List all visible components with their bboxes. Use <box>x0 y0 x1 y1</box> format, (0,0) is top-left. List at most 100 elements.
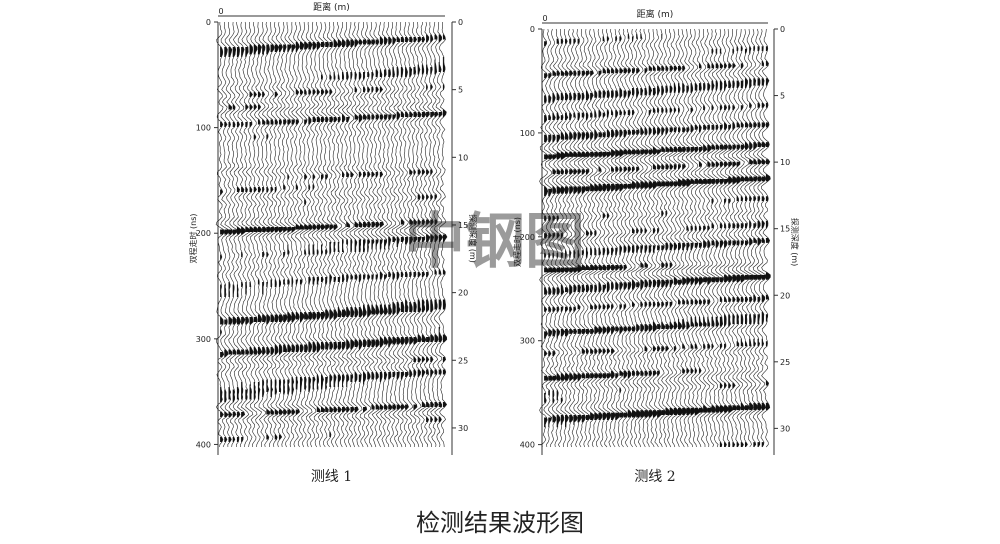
trace-fill <box>648 65 654 418</box>
trace-line <box>698 28 708 447</box>
trace-fill <box>548 73 553 428</box>
trace-fill <box>396 37 401 410</box>
trace-line <box>287 21 297 448</box>
trace-fill <box>715 48 721 413</box>
trace-line <box>731 28 742 448</box>
trace-line <box>266 21 276 448</box>
trace-line <box>719 28 729 448</box>
trace-line <box>677 28 688 448</box>
trace-fill <box>287 44 292 415</box>
trace-fill <box>409 37 414 377</box>
trace-line <box>551 28 562 448</box>
right-tick-label: 10 <box>458 153 468 162</box>
trace-line <box>576 28 587 448</box>
trace-fill <box>732 48 737 447</box>
right-tick-label: 10 <box>780 158 790 167</box>
trace-line <box>438 21 448 448</box>
trace-line <box>744 28 755 448</box>
trace-line <box>547 28 558 448</box>
trace-fill <box>594 90 599 420</box>
trace-fill <box>308 42 313 392</box>
trace-line <box>706 28 717 448</box>
top-axis-label: 距离 (m) <box>313 1 350 13</box>
right-tick-label: 30 <box>458 424 468 433</box>
trace-line <box>328 21 339 448</box>
trace-fill <box>552 70 557 423</box>
trace-line <box>408 22 418 448</box>
trace-line <box>702 28 713 448</box>
trace-line <box>425 21 435 448</box>
trace-fill <box>761 46 767 447</box>
trace-fill <box>320 42 326 412</box>
trace-line <box>752 28 763 448</box>
trace-line <box>631 28 641 448</box>
trace-line <box>400 21 409 448</box>
trace-fill <box>417 37 422 377</box>
trace-line <box>589 28 600 448</box>
trace-line <box>366 21 376 448</box>
trace-fill <box>682 65 687 416</box>
trace-fill <box>627 33 633 418</box>
trace-fill <box>556 38 562 428</box>
trace-fill <box>698 63 704 413</box>
trace-line <box>290 21 301 448</box>
wiggle-traces <box>539 28 771 448</box>
trace-line <box>358 21 368 448</box>
trace-line <box>652 28 662 448</box>
panel-caption: 测线 2 <box>634 469 675 485</box>
trace-line <box>324 22 334 448</box>
right-tick-label: 15 <box>458 221 468 230</box>
trace-line <box>345 22 355 448</box>
trace-fill <box>615 36 620 421</box>
trace-line <box>249 21 259 448</box>
trace-fill <box>619 36 624 418</box>
trace-fill <box>673 65 679 416</box>
trace-line <box>715 28 725 448</box>
trace-fill <box>270 44 276 415</box>
trace-line <box>761 28 771 448</box>
trace-fill <box>342 39 347 412</box>
trace-fill <box>694 83 700 415</box>
trace-fill <box>283 44 288 415</box>
trace-fill <box>379 37 384 410</box>
trace-line <box>556 29 566 448</box>
trace-line <box>610 28 621 448</box>
trace-fill <box>753 46 758 447</box>
left-tick-label: 100 <box>196 124 211 133</box>
trace-fill <box>569 38 574 423</box>
trace-line <box>689 28 700 448</box>
trace-fill <box>611 68 616 421</box>
trace-fill <box>544 41 549 428</box>
trace-line <box>353 21 363 448</box>
trace-fill <box>602 36 608 421</box>
trace-line <box>560 28 570 448</box>
right-tick-label: 30 <box>780 424 790 433</box>
trace-line <box>370 21 380 448</box>
trace-fill <box>266 44 271 440</box>
trace-line <box>295 21 305 448</box>
trace-fill <box>333 39 338 412</box>
trace-fill <box>426 34 430 422</box>
figure-title: 检测结果波形图 <box>416 509 584 537</box>
trace-fill <box>392 37 397 410</box>
trace-line <box>391 21 402 448</box>
trace-fill <box>278 44 284 440</box>
trace-fill <box>560 38 566 425</box>
trace-line <box>685 28 696 448</box>
trace-fill <box>757 46 763 447</box>
left-tick-label: 0 <box>530 25 535 34</box>
trace-line <box>349 21 360 448</box>
trace-line <box>664 29 675 448</box>
trace-line <box>278 21 288 448</box>
right-tick-label: 15 <box>780 225 790 234</box>
trace-fill <box>405 37 409 410</box>
trace-line <box>581 28 591 448</box>
left-tick-label: 300 <box>520 337 535 346</box>
trace-line <box>593 28 604 448</box>
trace-fill <box>316 42 321 412</box>
trace-line <box>232 21 242 448</box>
trace-fill <box>421 37 427 407</box>
panel-caption: 测线 1 <box>311 469 352 485</box>
trace-line <box>215 21 225 448</box>
